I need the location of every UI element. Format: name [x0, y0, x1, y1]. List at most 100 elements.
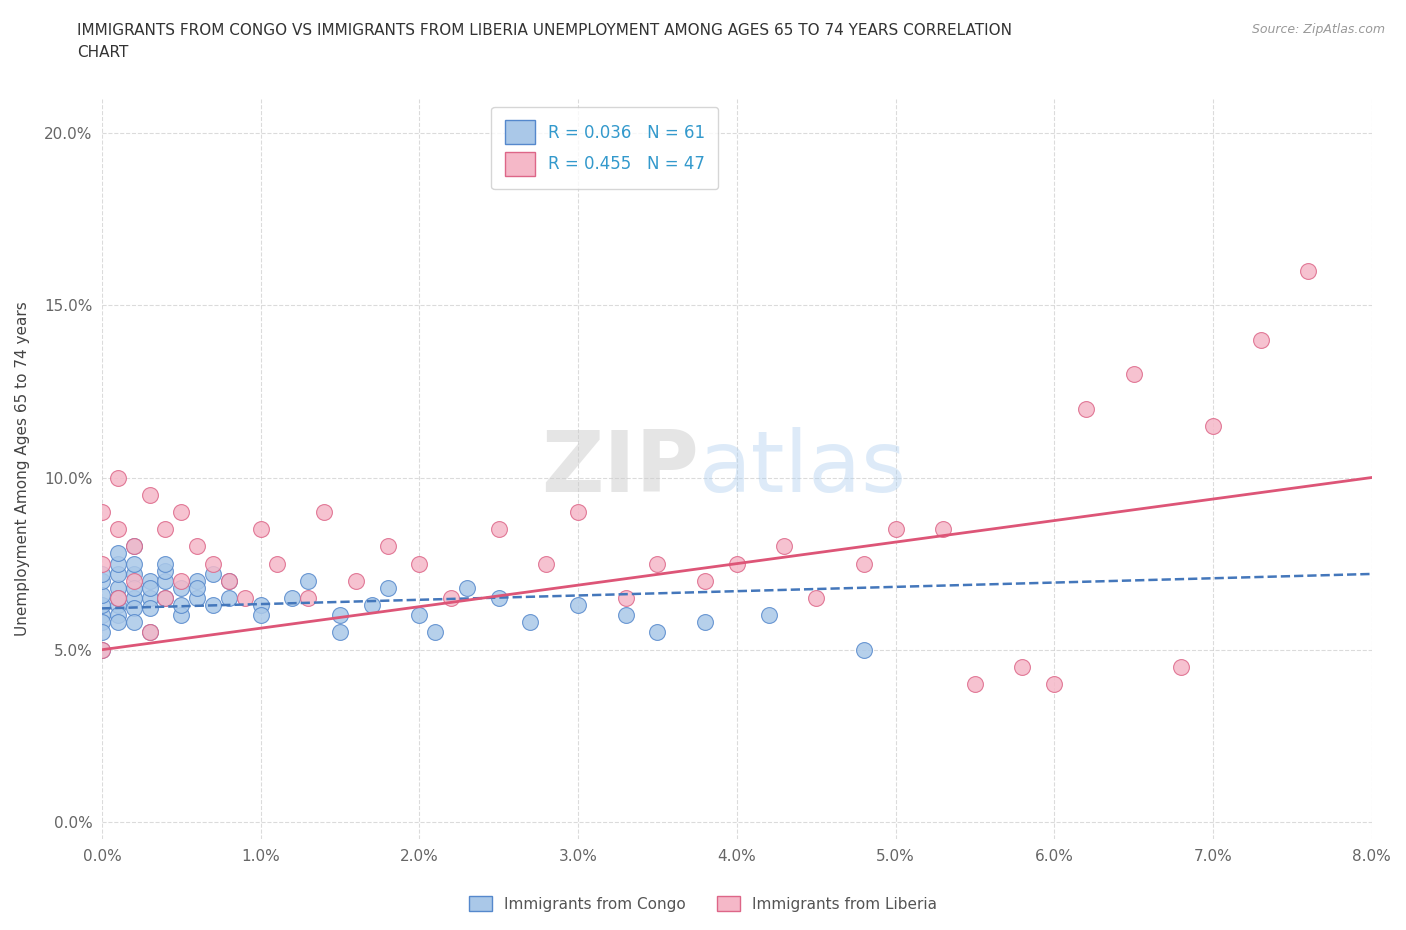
Point	[107, 591, 129, 605]
Text: atlas: atlas	[699, 428, 907, 511]
Point	[852, 556, 875, 571]
Point	[425, 625, 447, 640]
Point	[1122, 366, 1144, 381]
Point	[1043, 677, 1066, 692]
Point	[186, 574, 208, 589]
Point	[138, 591, 160, 605]
Point	[107, 591, 129, 605]
Point	[1202, 418, 1225, 433]
Point	[614, 608, 637, 623]
Point	[567, 597, 589, 612]
Point	[138, 625, 160, 640]
Point	[138, 574, 160, 589]
Point	[725, 556, 748, 571]
Point	[647, 625, 669, 640]
Point	[536, 556, 558, 571]
Point	[170, 504, 193, 519]
Point	[107, 566, 129, 581]
Point	[122, 539, 145, 554]
Point	[122, 574, 145, 589]
Point	[963, 677, 986, 692]
Text: Source: ZipAtlas.com: Source: ZipAtlas.com	[1251, 23, 1385, 36]
Point	[91, 587, 114, 602]
Point	[155, 563, 177, 578]
Point	[884, 522, 907, 537]
Point	[329, 608, 352, 623]
Point	[170, 608, 193, 623]
Point	[107, 546, 129, 561]
Y-axis label: Unemployment Among Ages 65 to 74 years: Unemployment Among Ages 65 to 74 years	[15, 301, 30, 636]
Point	[360, 597, 382, 612]
Point	[91, 504, 114, 519]
Text: IMMIGRANTS FROM CONGO VS IMMIGRANTS FROM LIBERIA UNEMPLOYMENT AMONG AGES 65 TO 7: IMMIGRANTS FROM CONGO VS IMMIGRANTS FROM…	[77, 23, 1012, 60]
Point	[693, 615, 716, 630]
Point	[122, 566, 145, 581]
Point	[107, 522, 129, 537]
Point	[155, 574, 177, 589]
Point	[91, 597, 114, 612]
Point	[138, 625, 160, 640]
Point	[297, 574, 319, 589]
Point	[614, 591, 637, 605]
Point	[107, 556, 129, 571]
Point	[91, 643, 114, 658]
Point	[138, 601, 160, 616]
Point	[488, 522, 510, 537]
Point	[456, 580, 478, 595]
Point	[218, 574, 240, 589]
Point	[122, 615, 145, 630]
Legend: R = 0.036   N = 61, R = 0.455   N = 47: R = 0.036 N = 61, R = 0.455 N = 47	[491, 107, 718, 189]
Point	[107, 608, 129, 623]
Point	[758, 608, 780, 623]
Legend: Immigrants from Congo, Immigrants from Liberia: Immigrants from Congo, Immigrants from L…	[463, 889, 943, 918]
Point	[932, 522, 955, 537]
Point	[91, 574, 114, 589]
Point	[377, 580, 399, 595]
Point	[647, 556, 669, 571]
Point	[693, 574, 716, 589]
Point	[91, 643, 114, 658]
Point	[122, 601, 145, 616]
Point	[408, 608, 430, 623]
Point	[107, 615, 129, 630]
Point	[233, 591, 256, 605]
Point	[567, 504, 589, 519]
Point	[91, 608, 114, 623]
Point	[107, 470, 129, 485]
Point	[107, 580, 129, 595]
Point	[1074, 401, 1097, 416]
Point	[314, 504, 336, 519]
Point	[804, 591, 827, 605]
Point	[122, 556, 145, 571]
Point	[852, 643, 875, 658]
Point	[122, 539, 145, 554]
Point	[155, 556, 177, 571]
Point	[107, 597, 129, 612]
Point	[91, 615, 114, 630]
Point	[1250, 332, 1272, 347]
Point	[329, 625, 352, 640]
Point	[170, 580, 193, 595]
Point	[519, 615, 541, 630]
Point	[91, 566, 114, 581]
Point	[218, 591, 240, 605]
Point	[170, 574, 193, 589]
Point	[155, 591, 177, 605]
Point	[249, 608, 271, 623]
Point	[408, 556, 430, 571]
Point	[249, 597, 271, 612]
Point	[377, 539, 399, 554]
Point	[155, 522, 177, 537]
Point	[1011, 659, 1033, 674]
Point	[1296, 263, 1319, 278]
Point	[202, 556, 225, 571]
Point	[249, 522, 271, 537]
Point	[138, 487, 160, 502]
Point	[91, 556, 114, 571]
Point	[186, 580, 208, 595]
Point	[170, 597, 193, 612]
Point	[281, 591, 304, 605]
Point	[122, 591, 145, 605]
Point	[344, 574, 367, 589]
Point	[773, 539, 796, 554]
